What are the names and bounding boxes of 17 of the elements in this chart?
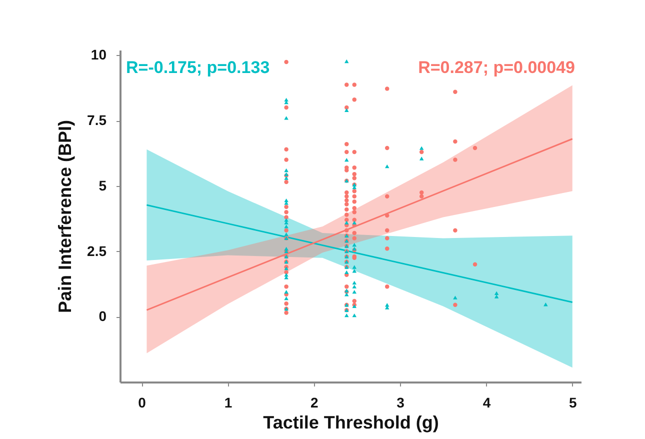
- y-tick-label: 0: [98, 308, 107, 324]
- x-tick-label: 1: [224, 394, 232, 410]
- y-tick-label: 5: [98, 177, 107, 194]
- y-tick-label: 7.5: [87, 112, 107, 128]
- annotation: R=-0.175; p=0.133: [126, 58, 270, 77]
- line-series: [146, 138, 574, 311]
- y-axis-title: Pain Interference (BPI): [55, 120, 76, 314]
- x-tick-label: 4: [482, 394, 491, 410]
- x-tick-label: 2: [310, 394, 318, 410]
- y-tick-label: 2.5: [87, 242, 107, 259]
- x-tick-label: 5: [568, 394, 577, 410]
- line-series: [146, 204, 574, 304]
- y-tick-label: 10: [90, 46, 107, 63]
- x-axis-title: Tactile Threshold (g): [263, 412, 439, 432]
- x-tick-label: 3: [396, 394, 405, 410]
- annotation: R=0.287; p=0.00049: [418, 58, 575, 77]
- x-tick-label: 0: [138, 394, 146, 410]
